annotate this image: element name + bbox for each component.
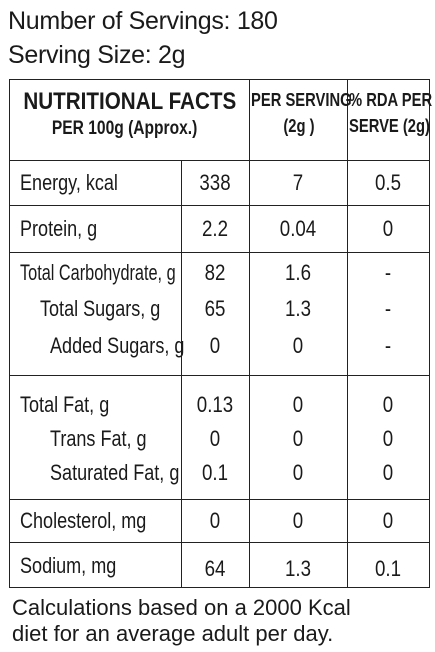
row-label-energy: Energy, kcal — [20, 170, 118, 195]
footnote-line-2: diet for an average adult per day. — [12, 621, 334, 646]
header-per-serving: PER SERVING — [251, 90, 352, 110]
carbohydrate-per-100g: 82 — [204, 260, 226, 285]
row-divider — [10, 375, 429, 376]
row-label-total-carbohydrate: Total Carbohydrate, g — [20, 260, 176, 285]
total-fat-per-100g: 0.13 — [196, 392, 234, 417]
header-per-100g: PER 100g (Approx.) — [51, 118, 198, 139]
energy-per-serving: 7 — [292, 170, 304, 195]
number-of-servings: Number of Servings: 180 — [8, 7, 278, 35]
added-sugars-per-serving: 0 — [292, 333, 304, 358]
energy-rda: 0.5 — [374, 170, 402, 195]
total-sugars-per-100g: 65 — [204, 296, 226, 321]
cholesterol-per-serving: 0 — [292, 508, 304, 533]
row-label-total-fat: Total Fat, g — [20, 392, 110, 417]
row-divider — [10, 252, 429, 253]
nutrition-facts-table: NUTRITIONAL FACTS PER 100g (Approx.) PER… — [9, 79, 433, 588]
row-label-sodium: Sodium, mg — [20, 553, 117, 578]
cholesterol-rda: 0 — [382, 508, 394, 533]
energy-per-100g: 338 — [199, 170, 231, 195]
header-rda-per: % RDA PER — [349, 90, 433, 110]
row-label-protein: Protein, g — [20, 216, 98, 241]
total-sugars-per-serving: 1.3 — [284, 296, 312, 321]
total-fat-rda: 0 — [382, 392, 394, 417]
added-sugars-rda: - — [384, 333, 392, 358]
saturated-fat-per-100g: 0.1 — [201, 460, 229, 485]
row-divider — [10, 160, 429, 161]
serving-size: Serving Size: 2g — [8, 41, 186, 69]
protein-per-100g: 2.2 — [201, 216, 229, 241]
cholesterol-per-100g: 0 — [209, 508, 221, 533]
row-label-added-sugars: Added Sugars, g — [50, 333, 185, 358]
row-label-total-sugars: Total Sugars, g — [40, 296, 161, 321]
row-divider — [10, 205, 429, 206]
saturated-fat-per-serving: 0 — [292, 460, 304, 485]
sodium-per-serving: 1.3 — [284, 556, 312, 581]
footnote-line-1: Calculations based on a 2000 Kcal — [12, 595, 351, 620]
total-fat-per-serving: 0 — [292, 392, 304, 417]
trans-fat-per-100g: 0 — [209, 426, 221, 451]
header-nutritional-facts: NUTRITIONAL FACTS — [23, 88, 237, 115]
column-divider — [181, 160, 182, 587]
protein-rda: 0 — [382, 216, 394, 241]
row-divider — [10, 499, 429, 500]
saturated-fat-rda: 0 — [382, 460, 394, 485]
trans-fat-rda: 0 — [382, 426, 394, 451]
column-divider — [347, 80, 348, 587]
row-label-cholesterol: Cholesterol, mg — [20, 508, 147, 533]
added-sugars-per-100g: 0 — [209, 333, 221, 358]
rda-footnote: Calculations based on a 2000 Kcal diet f… — [12, 595, 432, 647]
column-divider — [249, 80, 250, 587]
sodium-per-100g: 64 — [204, 556, 226, 581]
sodium-rda: 0.1 — [374, 556, 402, 581]
header-serving-size: (2g ) — [283, 116, 315, 136]
carbohydrate-per-serving: 1.6 — [284, 260, 312, 285]
trans-fat-per-serving: 0 — [292, 426, 304, 451]
row-label-trans-fat: Trans Fat, g — [50, 426, 147, 451]
carbohydrate-rda: - — [384, 260, 392, 285]
row-divider — [10, 542, 429, 543]
row-label-saturated-fat: Saturated Fat, g — [50, 460, 180, 485]
protein-per-serving: 0.04 — [279, 216, 317, 241]
header-serve-2g: SERVE (2g) — [349, 116, 430, 136]
total-sugars-rda: - — [384, 296, 392, 321]
